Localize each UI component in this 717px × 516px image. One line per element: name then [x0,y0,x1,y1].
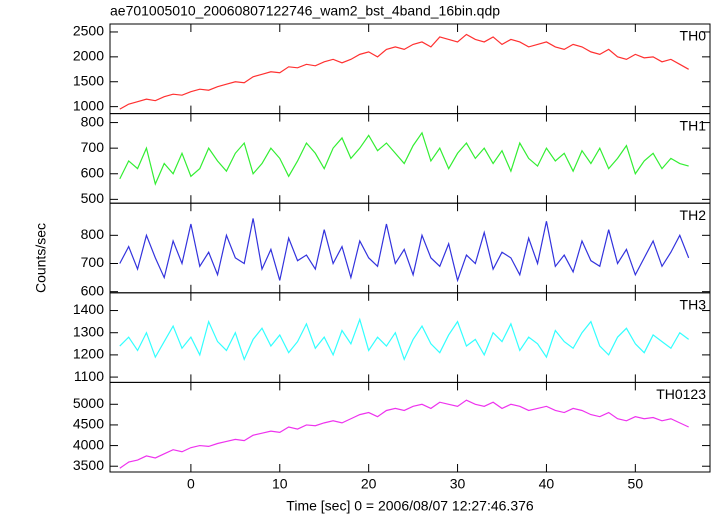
y-tick-label: 2000 [73,48,104,64]
y-tick-label: 1100 [74,368,104,384]
legend-label: TH0123 [656,386,706,402]
panel-frame [109,113,711,204]
y-tick-label: 2500 [73,23,104,39]
y-tick-label: 600 [81,164,105,180]
y-tick-label: 4000 [73,436,104,452]
y-tick-label: 1400 [73,301,104,317]
x-tick-label: 10 [272,476,288,492]
x-tick-label: 30 [450,476,466,492]
panel-frame [109,292,711,383]
legend-label: TH3 [680,297,707,313]
y-tick-label: 800 [81,113,105,129]
y-tick-label: 700 [81,254,105,270]
legend-label: TH2 [680,207,707,223]
y-tick-label: 1000 [73,97,104,113]
x-axis-label: Time [sec] 0 = 2006/08/07 12:27:46.376 [286,498,534,514]
y-tick-label: 1300 [73,323,104,339]
chart-title: ae701005010_20060807122746_wam2_bst_4ban… [110,3,500,19]
x-tick-label: 40 [539,476,555,492]
y-tick-label: 800 [81,226,105,242]
y-tick-label: 500 [81,190,105,206]
y-tick-label: 700 [81,139,105,155]
y-tick-label: 1200 [73,346,104,362]
legend-label: TH1 [680,117,707,133]
panel-frame [109,23,711,115]
data-line [119,317,690,361]
x-tick-label: 50 [628,476,644,492]
x-tick-label: 20 [361,476,377,492]
panel-frame [109,202,711,294]
y-tick-label: 3500 [73,457,104,473]
y-tick-label: 600 [81,282,105,298]
x-tick-label: 0 [187,476,195,492]
data-line [119,399,689,469]
y-tick-label: 1500 [73,72,104,88]
panel-frame [109,381,711,473]
y-tick-label: 5000 [73,395,104,411]
data-line [119,131,689,186]
y-axis-label: Counts/sec [33,223,49,293]
data-line [119,218,690,283]
legend-label: TH0 [680,28,707,44]
y-tick-label: 4500 [73,416,104,432]
data-line [119,33,689,110]
